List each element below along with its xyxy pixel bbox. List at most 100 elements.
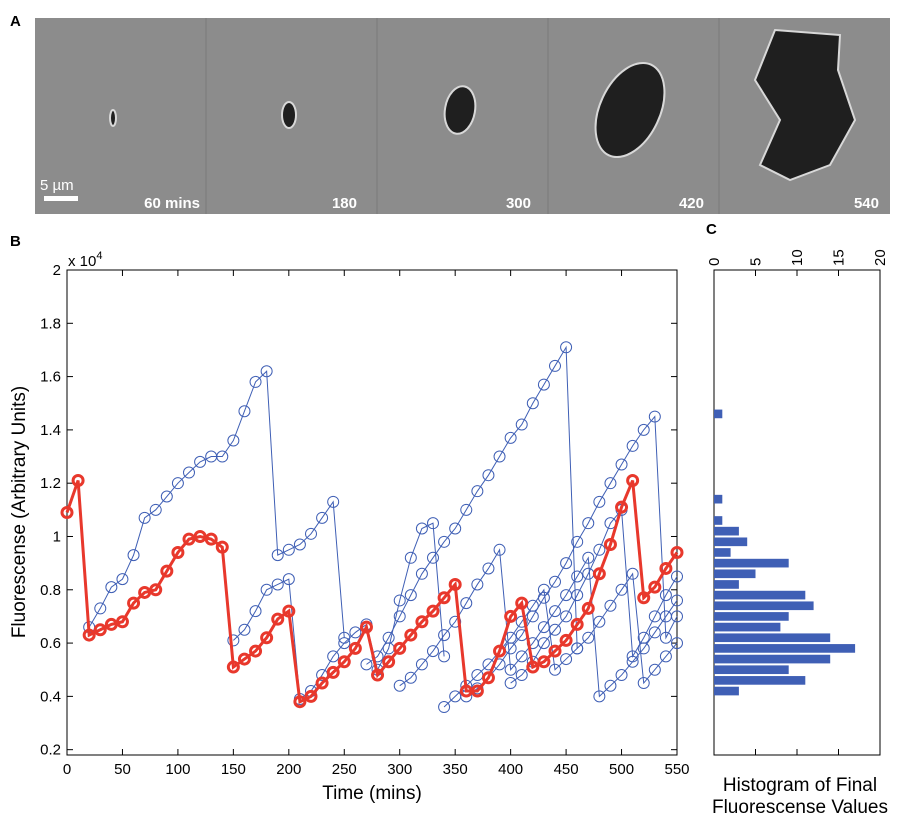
data-point <box>659 610 672 623</box>
data-point <box>560 589 573 602</box>
histogram-bar <box>714 601 814 611</box>
data-point <box>149 503 162 516</box>
colony <box>594 61 666 159</box>
data-point <box>427 551 439 564</box>
x-tick-label: 450 <box>554 761 579 778</box>
data-point <box>438 535 451 548</box>
colony <box>443 85 477 135</box>
y-tick-label: 0.6 <box>40 635 61 652</box>
data-point <box>438 629 451 642</box>
data-point <box>626 439 639 452</box>
scale-bar <box>44 196 78 201</box>
x-tick-label: 200 <box>276 761 301 778</box>
x-tick-label: 150 <box>221 761 246 778</box>
data-point <box>260 365 273 378</box>
data-point <box>149 583 163 597</box>
data-point <box>393 610 406 623</box>
data-point <box>193 529 207 543</box>
data-point <box>426 604 440 618</box>
data-point <box>371 668 385 682</box>
data-point <box>438 701 451 714</box>
data-point <box>393 594 406 607</box>
data-point <box>482 562 495 575</box>
data-point <box>548 644 562 658</box>
data-point <box>537 378 550 391</box>
data-point <box>449 522 462 535</box>
data-point <box>127 596 141 610</box>
x-tick-label: 100 <box>165 761 190 778</box>
data-point <box>493 644 507 658</box>
y-tick-label: 0.4 <box>40 688 61 705</box>
data-point <box>515 615 528 628</box>
data-point <box>237 652 251 666</box>
data-point <box>271 612 285 626</box>
data-point <box>305 527 317 540</box>
data-point <box>327 650 340 663</box>
data-point <box>493 450 506 463</box>
data-point <box>671 570 683 583</box>
data-point <box>293 538 306 551</box>
data-point <box>549 605 561 618</box>
data-point <box>582 631 595 644</box>
data-point <box>171 545 185 559</box>
data-point <box>659 631 672 644</box>
series-line <box>443 572 678 708</box>
data-point <box>515 596 529 610</box>
y-multiplier-exponent: 4 <box>96 250 102 262</box>
data-point <box>194 455 207 468</box>
data-point <box>560 557 573 570</box>
data-point <box>94 602 107 615</box>
x-tick-label: 20 <box>872 249 889 266</box>
data-point <box>659 650 672 663</box>
y-tick-label: 1.6 <box>40 369 61 386</box>
data-point <box>215 540 229 554</box>
data-point <box>60 506 74 519</box>
data-point <box>604 679 617 692</box>
data-point <box>593 543 606 556</box>
data-point <box>327 495 340 508</box>
x-tick-label: 550 <box>664 761 689 778</box>
data-point <box>316 511 329 524</box>
data-point <box>249 644 263 658</box>
colony <box>281 101 297 129</box>
data-point <box>515 418 528 431</box>
y-tick-label: 2 <box>53 262 61 279</box>
histogram-bar <box>714 686 739 696</box>
data-point <box>604 599 617 612</box>
x-tick-label: 50 <box>114 761 131 778</box>
panel-label: A <box>10 13 21 30</box>
series-line <box>399 548 678 698</box>
y-tick-label: 1.8 <box>40 315 61 332</box>
data-point <box>504 663 517 676</box>
data-point <box>226 660 240 674</box>
data-point <box>549 359 561 372</box>
data-point <box>404 671 417 684</box>
data-point <box>571 570 584 583</box>
data-point <box>160 490 173 503</box>
histogram-bar <box>714 633 831 643</box>
data-point <box>593 690 606 703</box>
data-point <box>471 578 484 591</box>
data-point <box>626 567 639 580</box>
data-point <box>204 532 218 546</box>
data-point <box>171 477 184 490</box>
data-point <box>659 561 673 575</box>
data-point <box>504 677 517 690</box>
frame-label: 60 mins <box>144 195 200 212</box>
data-point <box>415 522 428 535</box>
data-point <box>404 589 417 602</box>
data-point <box>326 665 340 679</box>
data-point <box>671 594 683 607</box>
histogram-bar <box>714 622 781 632</box>
panel-label: C <box>706 221 717 238</box>
data-point <box>127 549 140 562</box>
x-tick-label: 0 <box>63 761 71 778</box>
data-point <box>526 397 539 410</box>
data-point <box>260 583 273 596</box>
data-point <box>615 500 629 514</box>
x-tick-label: 350 <box>443 761 468 778</box>
data-point <box>415 567 428 580</box>
series-line <box>465 415 678 697</box>
x-axis-label: Time (mins) <box>322 783 422 804</box>
